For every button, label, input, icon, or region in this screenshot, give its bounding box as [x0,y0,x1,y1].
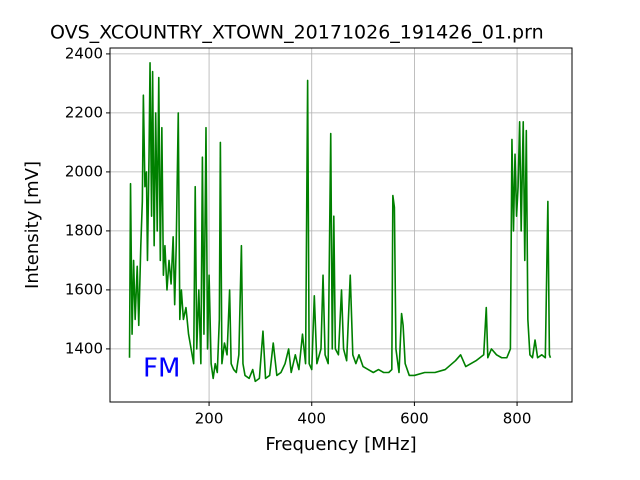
x-tick-label: 600 [400,410,429,428]
x-axis-label: Frequency [MHz] [265,434,416,455]
x-tick-label: 400 [297,410,326,428]
plot-frame [109,47,573,403]
x-tick-label: 800 [503,410,532,428]
y-tick-label: 2200 [65,103,103,121]
annotation: FM [143,354,180,384]
y-tick-label: 1800 [65,221,103,239]
y-tick-label: 2000 [65,162,103,180]
y-tick-label: 1600 [65,280,103,298]
y-tick-label: 2400 [65,44,103,62]
chart-title: OVS_XCOUNTRY_XTOWN_20171026_191426_01.pr… [50,22,544,44]
y-tick-label: 1400 [65,339,103,357]
y-axis-label: Intensity [mV] [22,161,43,289]
data-line [128,61,552,383]
x-tick-label: 200 [195,410,224,428]
